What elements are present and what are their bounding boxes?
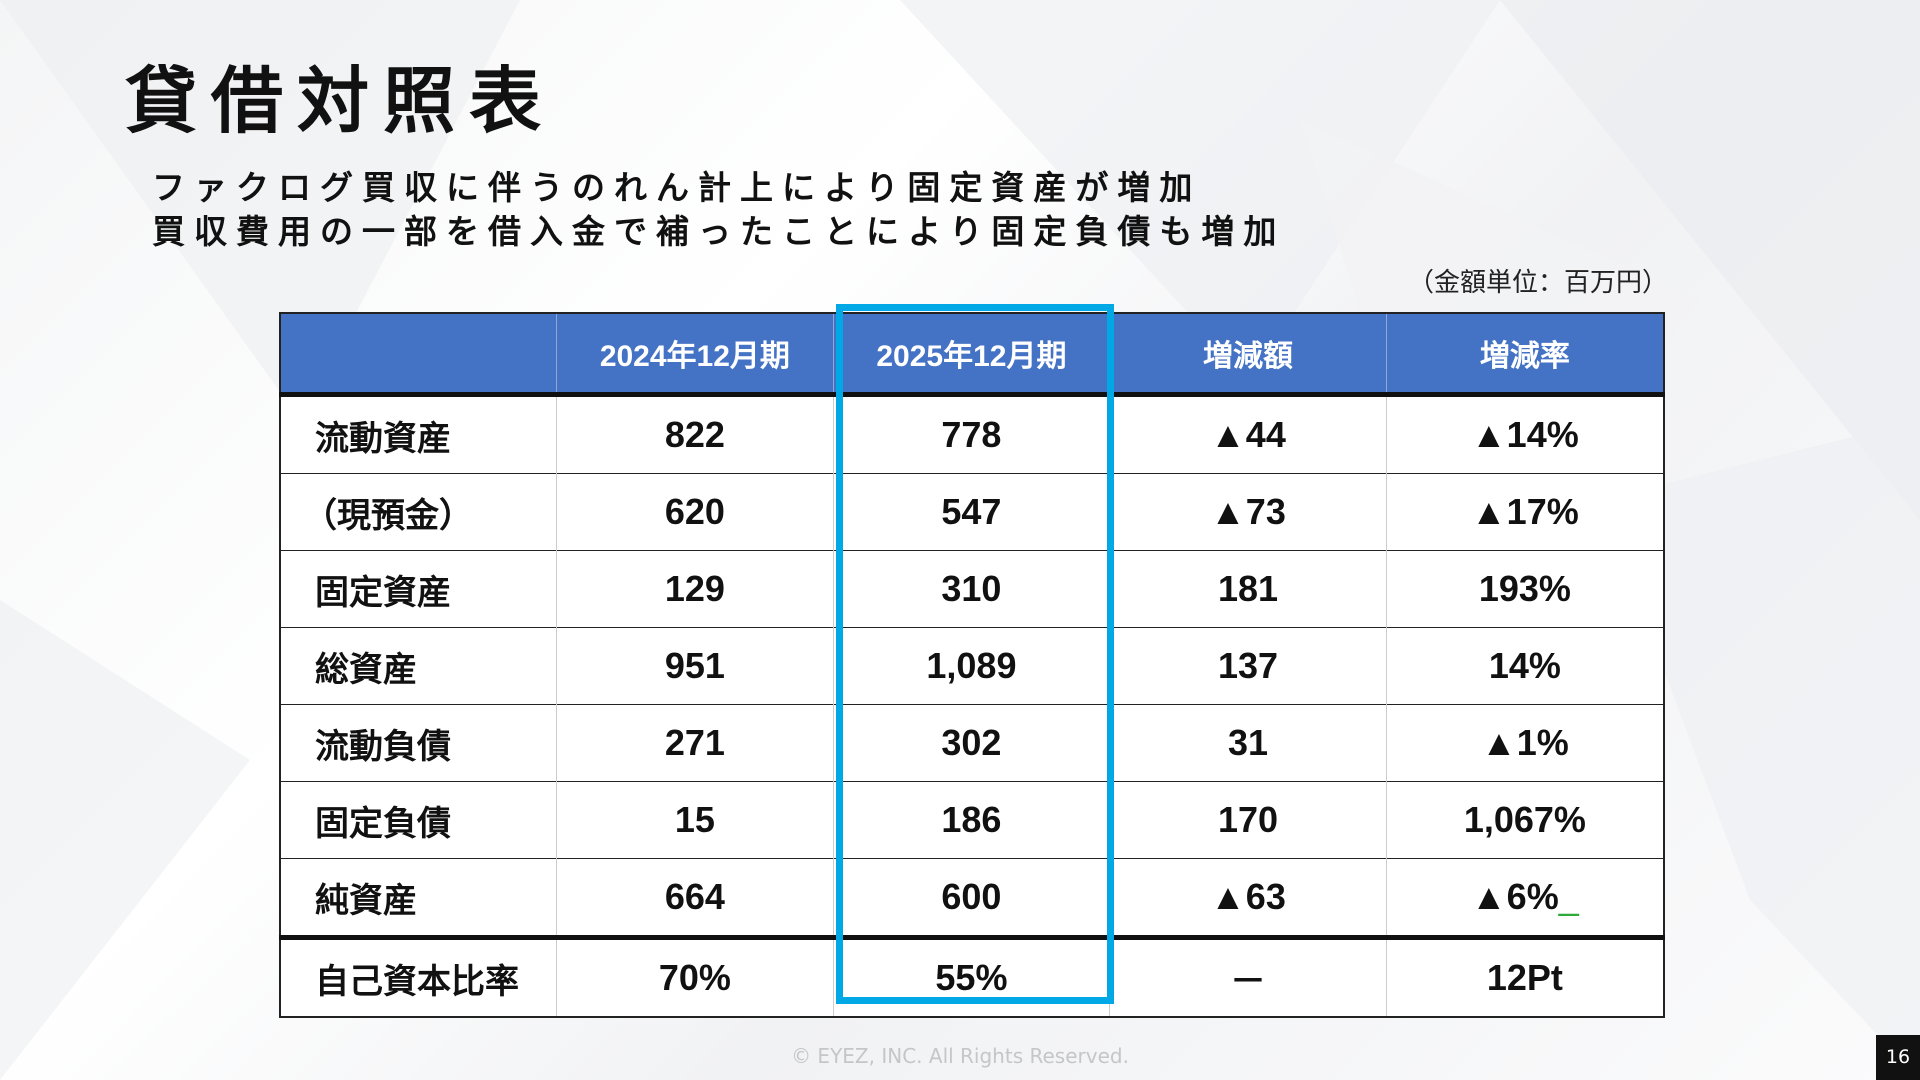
table-row: 自己資本比率 70% 55% － 12Pt	[280, 935, 1664, 1017]
row-label: 固定負債	[280, 781, 557, 859]
table-row: 純資産 664 600 ▲63 ▲6%_	[280, 858, 1664, 938]
cell-diff: ▲63	[1109, 858, 1387, 938]
cell-rate: ▲1%	[1385, 704, 1664, 782]
cell-rate: 14%	[1385, 627, 1664, 705]
page-title: 貸借対照表	[125, 59, 556, 143]
cell-rate: ▲17%	[1385, 473, 1664, 551]
cell-rate: ▲6%_	[1385, 858, 1664, 938]
cell-2024: 70%	[556, 935, 834, 1017]
cell-2024: 664	[556, 858, 834, 938]
row-label: 純資産	[280, 858, 557, 938]
cell-2025: 547	[832, 473, 1110, 551]
subtitle-line-1: ファクログ買収に伴うのれん計上により固定資産が増加	[152, 168, 1202, 207]
page-number: 16	[1876, 1035, 1920, 1080]
subtitle-line-2: 買収費用の一部を借入金で補ったことにより固定負債も増加	[152, 212, 1286, 251]
header-2025: 2025年12月期	[832, 313, 1110, 397]
table-row: 総資産 951 1,089 137 14%	[280, 627, 1664, 705]
cell-diff: 31	[1109, 704, 1387, 782]
header-diff: 増減額	[1109, 313, 1387, 397]
rate-suffix: _	[1558, 876, 1579, 917]
cell-2025: 778	[832, 394, 1110, 474]
cell-diff: 137	[1109, 627, 1387, 705]
table-row: （現預金） 620 547 ▲73 ▲17%	[280, 473, 1664, 551]
row-label: 固定資産	[280, 550, 557, 628]
cell-rate: 193%	[1385, 550, 1664, 628]
table-row: 流動資産 822 778 ▲44 ▲14%	[280, 394, 1664, 474]
unit-note: （金額単位：百万円）	[1407, 268, 1668, 298]
row-label: 総資産	[280, 627, 557, 705]
row-label: 流動負債	[280, 704, 557, 782]
cell-2024: 951	[556, 627, 834, 705]
cell-diff: ▲44	[1109, 394, 1387, 474]
header-rate: 増減率	[1385, 313, 1664, 397]
cell-diff: 181	[1109, 550, 1387, 628]
table-row: 固定負債 15 186 170 1,067%	[280, 781, 1664, 859]
cell-2024: 620	[556, 473, 834, 551]
cell-2024: 129	[556, 550, 834, 628]
balance-sheet-table: 2024年12月期 2025年12月期 増減額 増減率 流動資産 822 778…	[279, 312, 1665, 1018]
cell-diff: ▲73	[1109, 473, 1387, 551]
row-label: （現預金）	[280, 473, 557, 551]
table-row: 固定資産 129 310 181 193%	[280, 550, 1664, 628]
row-label: 流動資産	[280, 394, 557, 474]
row-label: 自己資本比率	[280, 935, 557, 1017]
subtitle: ファクログ買収に伴うのれん計上により固定資産が増加 買収費用の一部を借入金で補っ…	[152, 166, 1285, 254]
header-blank	[280, 313, 557, 397]
table-row: 流動負債 271 302 31 ▲1%	[280, 704, 1664, 782]
cell-rate: 12Pt	[1385, 935, 1664, 1017]
cell-2024: 15	[556, 781, 834, 859]
copyright-footer: © EYEZ, INC. All Rights Reserved.	[791, 1044, 1129, 1068]
cell-diff: －	[1109, 935, 1387, 1017]
header-row: 2024年12月期 2025年12月期 増減額 増減率	[280, 313, 1664, 397]
cell-2025: 302	[832, 704, 1110, 782]
cell-rate: ▲14%	[1385, 394, 1664, 474]
cell-2025: 55%	[832, 935, 1110, 1017]
cell-2025: 310	[832, 550, 1110, 628]
cell-2024: 822	[556, 394, 834, 474]
rate-value: ▲6%	[1471, 876, 1559, 917]
cell-rate: 1,067%	[1385, 781, 1664, 859]
cell-2024: 271	[556, 704, 834, 782]
cell-2025: 1,089	[832, 627, 1110, 705]
cell-2025: 600	[832, 858, 1110, 938]
header-2024: 2024年12月期	[556, 313, 834, 397]
cell-diff: 170	[1109, 781, 1387, 859]
cell-2025: 186	[832, 781, 1110, 859]
